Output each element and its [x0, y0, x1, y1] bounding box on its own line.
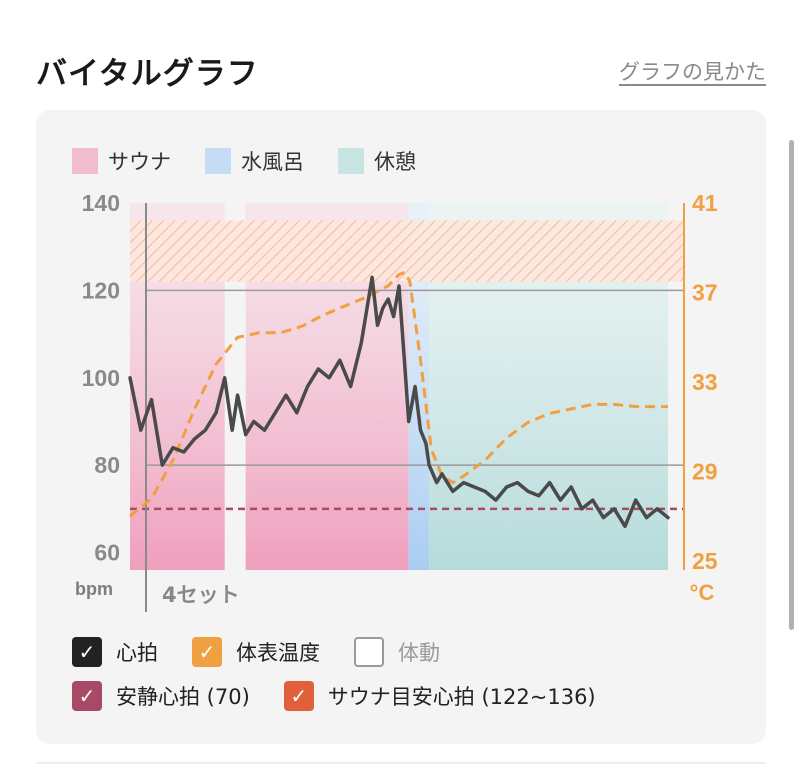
legend-swatch-cold-bath — [205, 148, 231, 174]
heart-rate-line — [128, 275, 670, 529]
heart-rate-toggle[interactable]: ✓ 心拍 — [72, 637, 158, 667]
graph-guide-link[interactable]: グラフの見かた — [619, 60, 766, 84]
y-tick-left-60: 60 — [94, 540, 120, 566]
resting-hr-checkbox[interactable]: ✓ — [72, 681, 102, 711]
y-tick-right-25: 25 — [692, 548, 718, 574]
vital-graph-card: サウナ 水風呂 休憩 — [36, 110, 766, 744]
y-axis-left-unit: bpm — [75, 579, 113, 599]
y-tick-right-41: 41 — [692, 190, 718, 216]
y-tick-left-140: 140 — [82, 190, 120, 216]
legend-item-rest: 休憩 — [338, 146, 416, 176]
y-tick-right-37: 37 — [692, 280, 718, 306]
movement-toggle[interactable]: 体動 — [354, 637, 440, 667]
legend-swatch-rest — [338, 148, 364, 174]
legend-item-cold-bath: 水風呂 — [205, 146, 304, 176]
vital-chart: 140 120 100 80 60 41 37 33 29 25 bpm °C 4セット — [75, 190, 718, 612]
sauna-target-toggle[interactable]: ✓ サウナ目安心拍 (122~136) — [283, 681, 596, 711]
y-axis-right-unit: °C — [690, 580, 715, 605]
phase-legend: サウナ 水風呂 休憩 — [72, 146, 450, 176]
legend-label: 休憩 — [374, 150, 416, 174]
y-tick-left-100: 100 — [82, 365, 120, 391]
sauna-target-checkbox[interactable]: ✓ — [283, 681, 314, 711]
movement-label: 体動 — [398, 641, 440, 665]
y-tick-right-29: 29 — [692, 459, 718, 485]
heart-rate-checkbox[interactable]: ✓ — [72, 637, 102, 667]
legend-swatch-sauna — [72, 148, 98, 174]
series-toggles: ✓ 心拍 ✓ 体表温度 体動 ✓ 安静心拍 (70) ✓ サウナ目安心拍 (12… — [72, 630, 752, 718]
body-temp-checkbox[interactable]: ✓ — [192, 637, 222, 667]
phase-band-2 — [408, 203, 430, 570]
page-title: バイタルグラフ — [36, 56, 259, 92]
y-tick-right-33: 33 — [692, 369, 718, 395]
legend-label: 水風呂 — [241, 150, 304, 174]
sauna-target-zone — [130, 220, 684, 282]
section-header: バイタルグラフ グラフの見かた — [36, 48, 766, 92]
body-temp-toggle[interactable]: ✓ 体表温度 — [192, 637, 320, 667]
legend-label: サウナ — [108, 150, 171, 174]
resting-hr-toggle[interactable]: ✓ 安静心拍 (70) — [72, 681, 250, 711]
sauna-target-label: サウナ目安心拍 (122~136) — [327, 685, 596, 709]
scrollbar[interactable] — [789, 140, 794, 630]
body-temp-label: 体表温度 — [236, 641, 320, 665]
section-divider — [36, 762, 766, 764]
x-axis-label: 4セット — [162, 583, 240, 607]
legend-item-sauna: サウナ — [72, 146, 171, 176]
y-tick-left-120: 120 — [82, 277, 120, 303]
resting-hr-label: 安静心拍 (70) — [116, 685, 250, 709]
body-temp-line — [129, 270, 668, 518]
y-tick-left-80: 80 — [94, 452, 120, 478]
movement-checkbox[interactable] — [354, 637, 384, 667]
heart-rate-label: 心拍 — [116, 641, 158, 665]
